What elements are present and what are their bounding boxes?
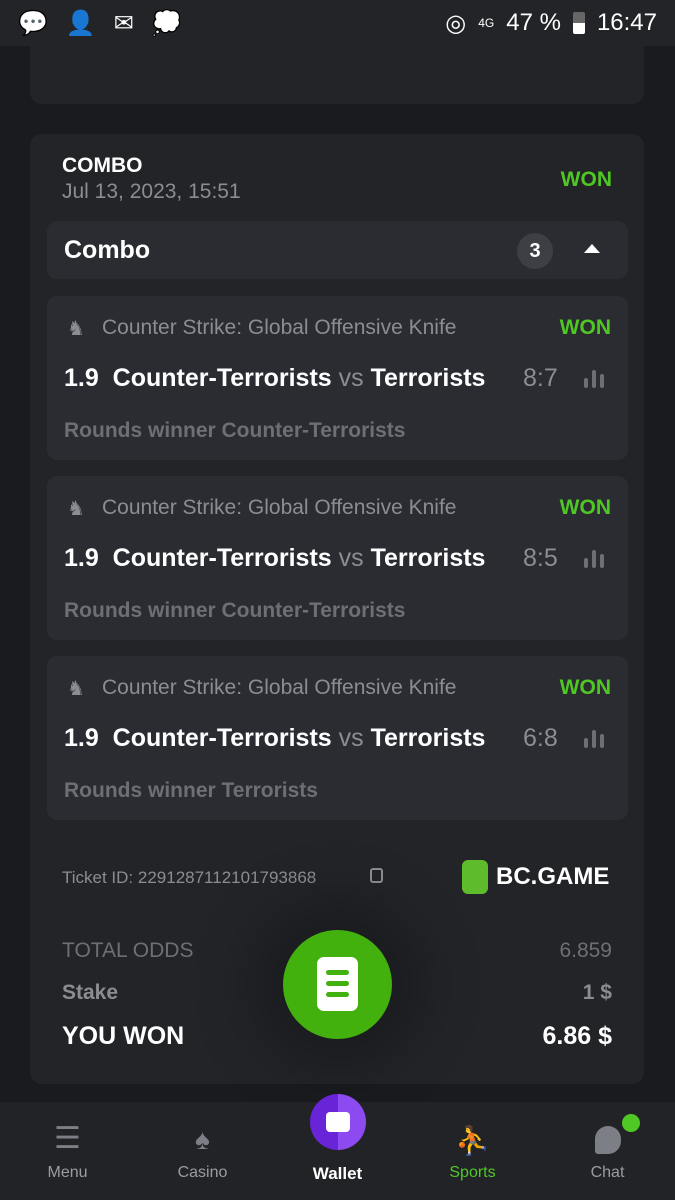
bet-type: COMBO [62, 154, 143, 177]
status-bar: 💬 👤 ✉ 💭 ◎ 4G 47 % 16:47 [0, 0, 675, 46]
bet-card: COMBO Jul 13, 2023, 15:51 WON Combo 3 ♞ … [30, 134, 644, 1084]
chevron-up-icon[interactable] [584, 244, 600, 253]
notification-dot [622, 1114, 640, 1132]
you-won-label: YOU WON [62, 1022, 185, 1050]
nav-label: Sports [449, 1164, 496, 1181]
leg-status: WON [559, 316, 611, 339]
clock: 16:47 [596, 9, 657, 36]
chat-bubble-icon: 💭 [151, 9, 182, 37]
leg-market: Rounds winner Counter-Terrorists [64, 419, 406, 442]
copy-icon[interactable] [370, 868, 383, 883]
leg-score: 6:8 [523, 724, 558, 752]
stats-icon[interactable] [584, 730, 604, 748]
brand-name: BC.GAME [496, 863, 610, 890]
nav-label: Menu [47, 1164, 88, 1181]
csgo-icon: ♞ [67, 318, 85, 340]
betslip-icon [317, 957, 358, 1011]
bet-leg[interactable]: ♞ Counter Strike: Global Offensive Knife… [47, 476, 628, 640]
nav-menu[interactable]: ☰ Menu [0, 1102, 135, 1200]
nav-label: Casino [177, 1164, 228, 1181]
stats-icon[interactable] [584, 370, 604, 388]
stats-icon[interactable] [584, 550, 604, 568]
wallet-icon [309, 1094, 366, 1150]
leg-odds: 1.9 [64, 364, 99, 392]
bet-leg[interactable]: ♞ Counter Strike: Global Offensive Knife… [47, 656, 628, 820]
nav-sports[interactable]: ⛹ Sports [405, 1102, 540, 1200]
nav-label: Chat [590, 1164, 625, 1181]
leg-vs: vs [338, 724, 364, 752]
contact-icon: 👤 [65, 9, 96, 37]
leg-count-badge: 3 [517, 233, 553, 269]
leg-vs: vs [338, 544, 364, 572]
bet-leg[interactable]: ♞ Counter Strike: Global Offensive Knife… [47, 296, 628, 460]
leg-odds: 1.9 [64, 544, 99, 572]
network-icon: 4G [478, 16, 495, 30]
csgo-icon: ♞ [67, 678, 85, 700]
bc-game-logo-icon [462, 860, 488, 894]
leg-vs: vs [338, 364, 364, 392]
menu-icon: ☰ [54, 1122, 81, 1155]
previous-bet-card [30, 46, 644, 104]
leg-away: Terrorists [370, 724, 486, 752]
leg-market: Rounds winner Terrorists [64, 779, 318, 802]
basketball-icon: ⛹ [455, 1125, 490, 1156]
leg-status: WON [559, 676, 611, 699]
leg-match: 1.9 Counter-Terrorists vs Terrorists [64, 544, 485, 573]
stake-label: Stake [62, 981, 119, 1004]
ticket-id: Ticket ID: 2291287112101793868 [62, 868, 317, 887]
leg-sport: Counter Strike: Global Offensive Knife [102, 316, 457, 339]
combo-toggle[interactable]: Combo 3 [47, 221, 628, 279]
nav-label: Wallet [312, 1164, 363, 1183]
nav-wallet[interactable]: Wallet [270, 1094, 405, 1200]
battery-icon [572, 12, 585, 34]
total-odds-value: 6.859 [559, 939, 612, 962]
hotspot-icon: ◎ [445, 9, 467, 37]
leg-home: Counter-Terrorists [112, 544, 332, 572]
bet-status: WON [560, 168, 612, 191]
csgo-icon: ♞ [67, 498, 85, 520]
bottom-nav: ☰ Menu ♠ Casino Wallet ⛹ Sports Chat [0, 1094, 675, 1200]
leg-match: 1.9 Counter-Terrorists vs Terrorists [64, 724, 485, 753]
cards-icon: ♠ [195, 1124, 210, 1155]
leg-match: 1.9 Counter-Terrorists vs Terrorists [64, 364, 485, 393]
nav-casino[interactable]: ♠ Casino [135, 1102, 270, 1200]
leg-away: Terrorists [370, 544, 486, 572]
nav-chat[interactable]: Chat [540, 1102, 675, 1200]
stake-value: 1 $ [582, 981, 612, 1004]
chat-ghost-icon [594, 1126, 621, 1154]
leg-score: 8:7 [523, 364, 558, 392]
you-won-value: 6.86 $ [542, 1022, 612, 1050]
gmail-icon: ✉ [113, 9, 134, 37]
leg-odds: 1.9 [64, 724, 99, 752]
leg-sport: Counter Strike: Global Offensive Knife [102, 496, 457, 519]
leg-home: Counter-Terrorists [112, 364, 332, 392]
bet-date: Jul 13, 2023, 15:51 [62, 180, 241, 203]
betslip-button[interactable] [283, 930, 392, 1039]
leg-away: Terrorists [370, 364, 486, 392]
combo-label: Combo [64, 236, 151, 264]
leg-market: Rounds winner Counter-Terrorists [64, 599, 406, 622]
leg-score: 8:5 [523, 544, 558, 572]
total-odds-label: TOTAL ODDS [62, 939, 194, 962]
brand-logo: BC.GAME [462, 860, 609, 894]
messages-icon: 💬 [18, 9, 48, 37]
battery-text: 47 % [506, 9, 561, 36]
leg-sport: Counter Strike: Global Offensive Knife [102, 676, 457, 699]
leg-home: Counter-Terrorists [112, 724, 332, 752]
leg-status: WON [559, 496, 611, 519]
